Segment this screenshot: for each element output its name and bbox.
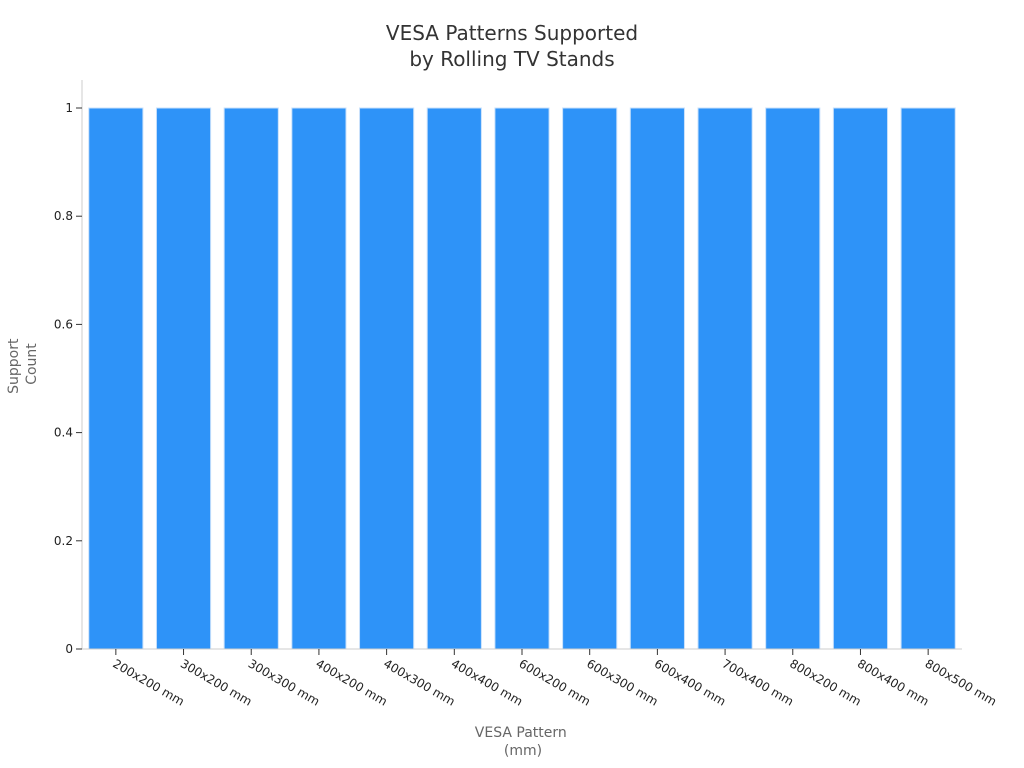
y-tick-label: 0.4 [54,426,73,440]
y-axis-title-line-2: Count [24,343,40,385]
x-tick-label: 800x400 mm [855,656,931,708]
y-tick-label: 0.8 [54,209,73,223]
x-tick-label: 700x400 mm [720,656,796,708]
bars-layer [88,107,956,650]
y-tick-label: 0 [65,642,73,656]
x-tick-label: 600x300 mm [584,656,660,708]
x-axis-title-line-2: (mm) [504,743,542,759]
y-tick-label: 1 [65,101,73,115]
chart-title: VESA Patterns Supported by Rolling TV St… [0,20,1024,72]
y-axis-title-line-1: Support [6,338,22,394]
bar-9 [629,107,685,650]
bar-8 [562,107,618,650]
x-axis-title: VESA Pattern (mm) [475,725,571,759]
x-tick-label: 400x400 mm [449,656,525,708]
y-axis-title: Support Count [6,334,40,394]
x-tick-label: 200x200 mm [110,656,186,708]
y-ticks: 0 0.2 0.4 0.6 0.8 1 [54,101,82,656]
x-tick-label: 800x500 mm [923,656,999,708]
x-tick-label: 600x200 mm [517,656,593,708]
x-tick-label: 600x400 mm [652,656,728,708]
bar-12 [832,107,889,650]
bar-1 [88,107,144,650]
x-axis-title-line-1: VESA Pattern [475,725,567,741]
bar-2 [155,107,212,650]
x-tick-label: 300x200 mm [178,656,254,708]
x-tick-label: 300x300 mm [246,656,322,708]
y-tick-label: 0.2 [54,534,73,548]
bar-4 [291,107,347,650]
x-tick-label: 400x200 mm [313,656,389,708]
chart-title-line-2: by Rolling TV Stands [409,47,615,71]
bar-6 [426,107,482,650]
bar-5 [359,107,415,650]
x-tick-label: 800x200 mm [787,656,863,708]
bar-7 [494,107,550,650]
bar-3 [223,107,279,650]
x-tick-label: 400x300 mm [381,656,457,708]
bar-13 [900,107,956,650]
y-tick-label: 0.6 [54,317,73,331]
bar-11 [765,107,821,650]
bar-10 [697,107,753,650]
chart-title-line-1: VESA Patterns Supported [385,21,639,45]
